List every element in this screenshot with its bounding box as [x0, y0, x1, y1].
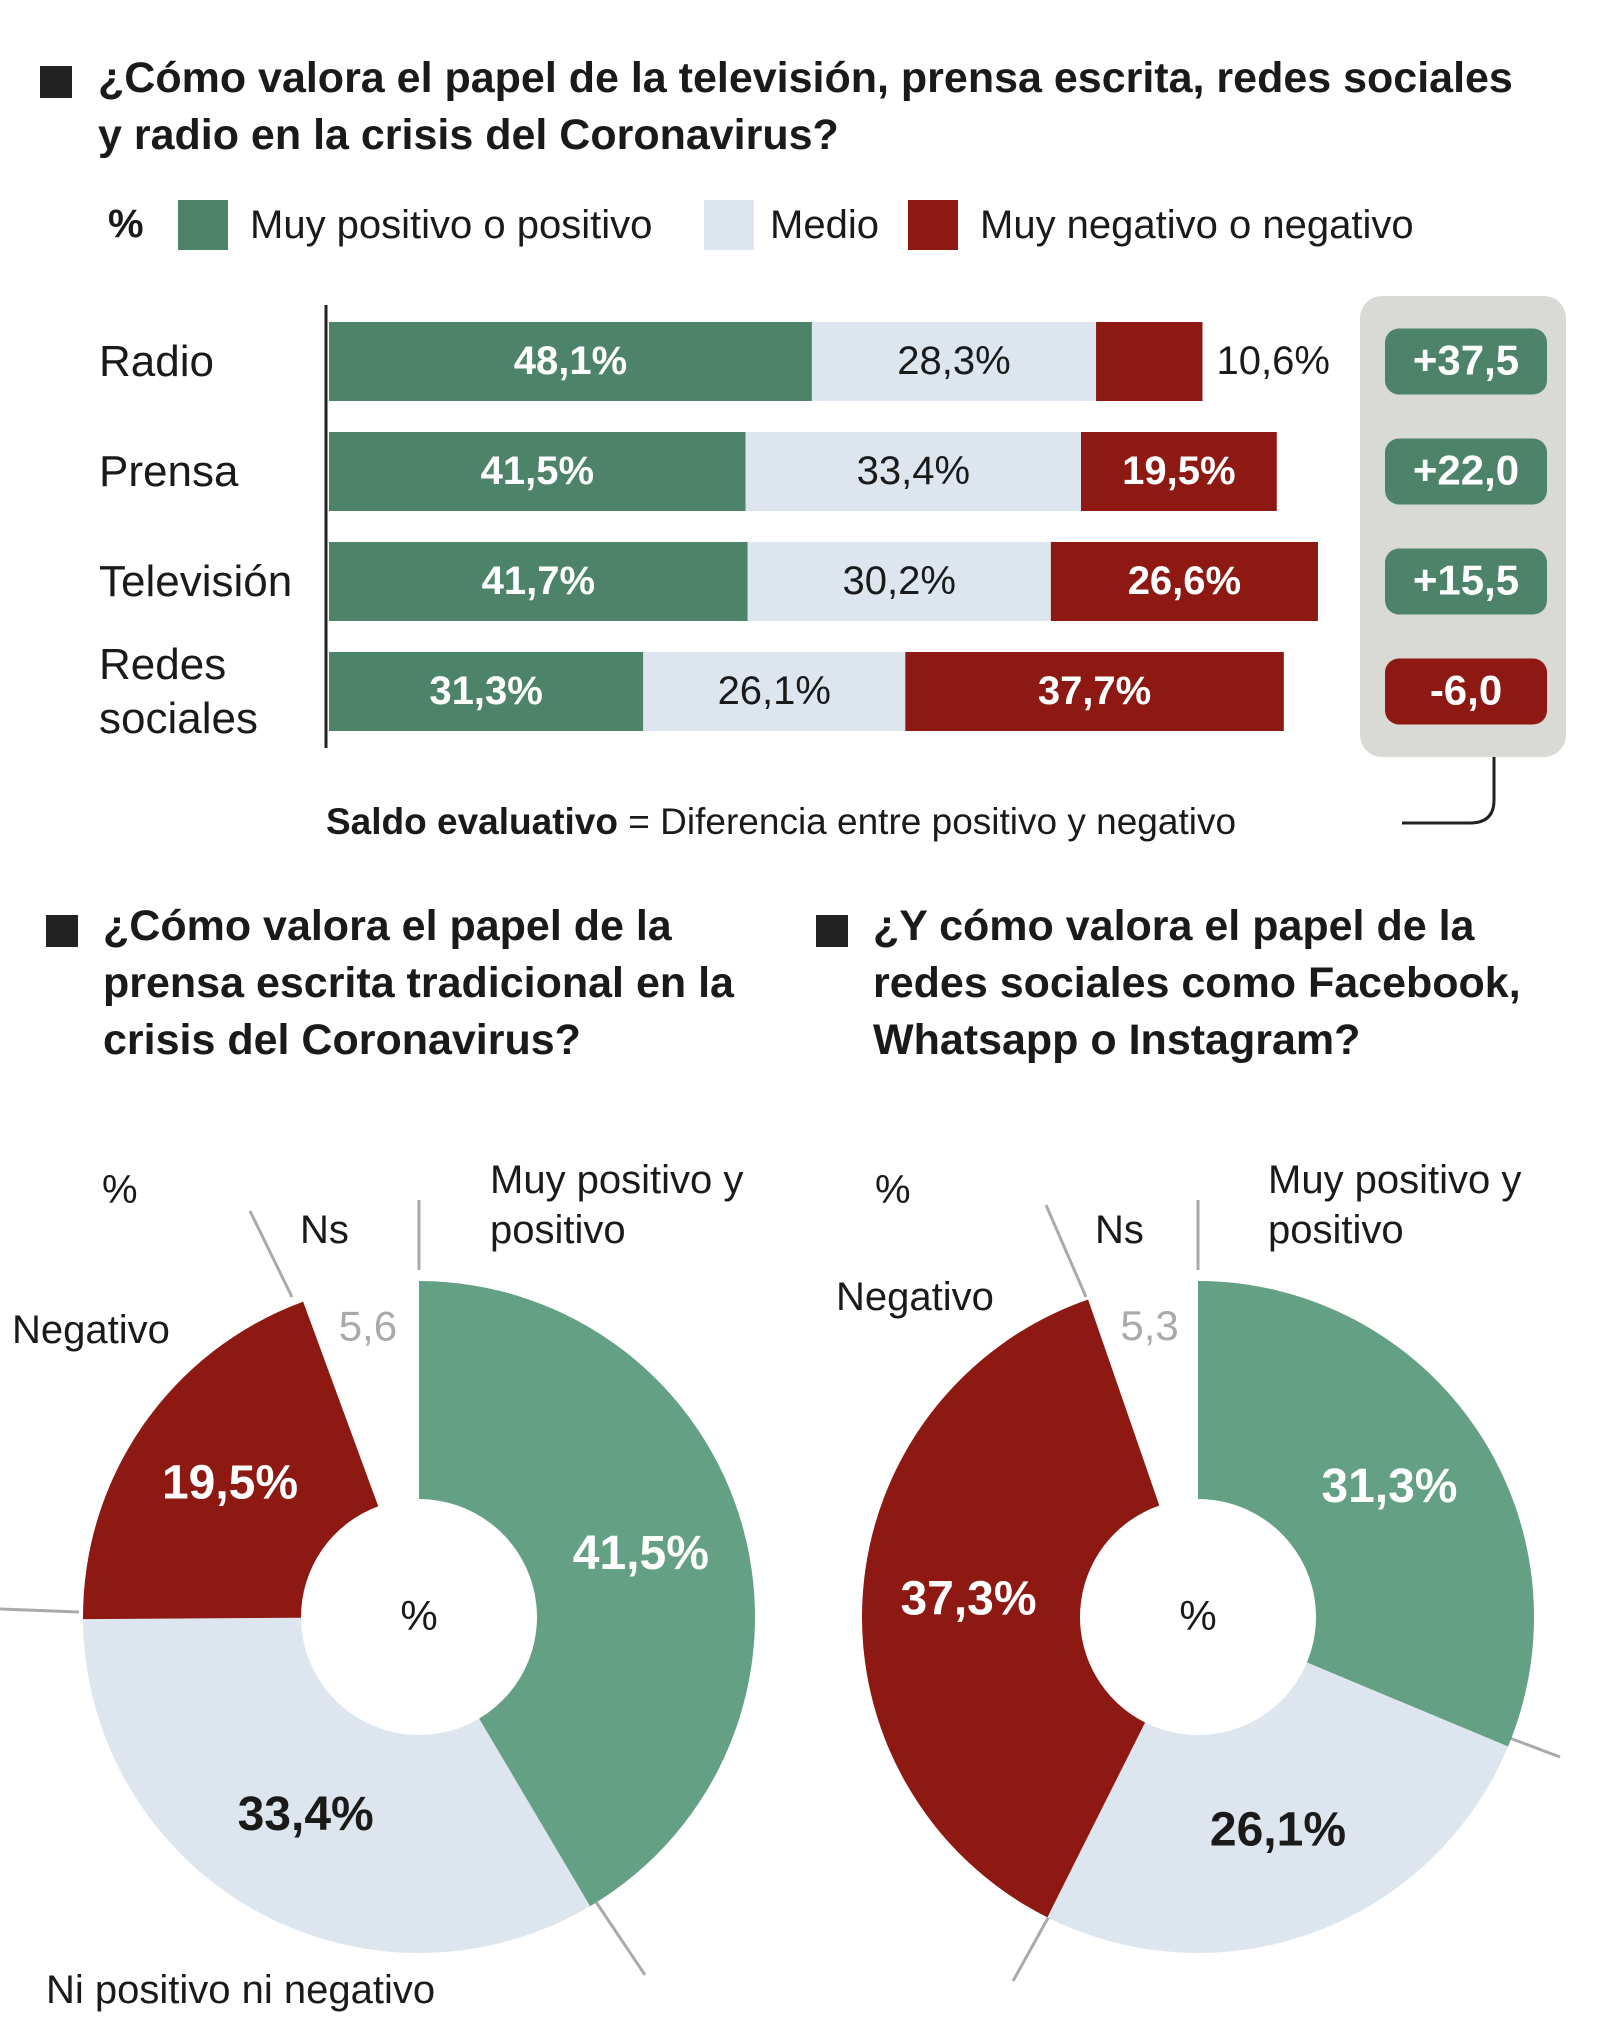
bar-value-label: 28,3%	[897, 339, 1010, 383]
donut-segment	[1047, 1662, 1509, 1954]
bar-segment	[643, 652, 906, 731]
donut-segment	[83, 1617, 591, 1953]
bar-segment	[1080, 432, 1277, 511]
donut-value-label: 31,3%	[1321, 1460, 1457, 1513]
leader-lines	[0, 1200, 1561, 1982]
bar-value-label: 41,7%	[482, 559, 595, 603]
donut-segment	[303, 1281, 419, 1507]
category-label: Muy positivo y positivo	[1268, 1158, 1522, 1252]
bar-segment	[745, 432, 1081, 511]
donut-segment	[82, 1301, 379, 1620]
legend-label: Muy negativo o negativo	[980, 203, 1414, 247]
unit-label: %	[102, 1168, 138, 1212]
chart-title: ¿Y cómo valora el papel de la redes soci…	[873, 902, 1521, 1064]
unit-label: %	[875, 1168, 911, 1212]
bar-segment	[747, 542, 1051, 621]
bar-segment	[329, 542, 748, 621]
category-label: Ns	[300, 1208, 349, 1252]
bar-segment	[905, 652, 1284, 731]
balance-label: +37,5	[1413, 337, 1519, 384]
chart-title: ¿Cómo valora el papel de la prensa escri…	[103, 902, 734, 1064]
donut-segment	[862, 1299, 1160, 1918]
donut-value-label: 37,3%	[900, 1573, 1036, 1626]
category-label: Muy positivo y positivo	[490, 1158, 744, 1252]
title-marker	[816, 915, 848, 947]
balance-pill	[1385, 328, 1547, 395]
bar-segment	[329, 432, 746, 511]
legend-swatch	[908, 200, 958, 250]
balance-pill	[1385, 438, 1547, 505]
category-label: Ni positivo ni negativo	[46, 1968, 436, 2012]
balance-label: +15,5	[1413, 557, 1519, 604]
balance-label: +22,0	[1413, 447, 1519, 494]
title-marker	[40, 66, 72, 98]
bar-value-label: 26,1%	[718, 669, 831, 713]
bar-value-label: 31,3%	[429, 669, 542, 713]
bar-segment	[1050, 542, 1318, 621]
balance-bracket	[1402, 757, 1496, 825]
donut-value-label: 26,1%	[1210, 1803, 1346, 1856]
chart-title: ¿Cómo valora el papel de la televisión, …	[98, 54, 1513, 159]
balance-label: -6,0	[1430, 667, 1502, 714]
bar-value-label: 37,7%	[1038, 669, 1151, 713]
category-label: Radio	[99, 336, 214, 386]
category-label: Redes sociales	[99, 639, 258, 743]
balance-description: = Diferencia entre positivo y negativo	[628, 801, 1237, 842]
unit-label: %	[108, 202, 144, 246]
legend-swatch	[704, 200, 754, 250]
category-label: Ns	[1095, 1208, 1144, 1252]
bar-value-label: 10,6%	[1216, 339, 1329, 383]
category-label: Prensa	[99, 446, 239, 496]
balance-pill	[1385, 658, 1547, 725]
bar-value-label: 30,2%	[843, 559, 956, 603]
donut-value-label: 41,5%	[573, 1527, 709, 1580]
category-label: Negativo	[836, 1275, 994, 1319]
donut-value-label: 5,6	[339, 1303, 397, 1350]
bar-value-label: 33,4%	[857, 449, 970, 493]
balance-title: Saldo evaluativo	[326, 801, 618, 842]
bar-value-label: 26,6%	[1128, 559, 1241, 603]
bar-value-label: 48,1%	[514, 339, 627, 383]
donut-value-label: 19,5%	[162, 1457, 298, 1510]
category-label: Televisión	[99, 556, 293, 606]
donut-segment	[1088, 1281, 1198, 1506]
balance-pill	[1385, 548, 1547, 615]
donut-center-unit: %	[1179, 1592, 1216, 1639]
donut-value-label: 33,4%	[238, 1788, 374, 1841]
donut-segment	[419, 1281, 755, 1907]
bar-value-label: 19,5%	[1122, 449, 1235, 493]
category-label: Negativo	[12, 1308, 170, 1352]
bar-segment	[329, 322, 812, 401]
title-marker	[46, 915, 78, 947]
legend-label: Muy positivo o positivo	[250, 203, 653, 247]
balance-note: Saldo evaluativo = Diferencia entre posi…	[326, 797, 1236, 847]
legend-label: Medio	[770, 203, 879, 247]
bar-segment	[1096, 322, 1203, 401]
donut-segment	[1198, 1281, 1535, 1747]
bar-segment	[811, 322, 1097, 401]
donut-center-unit: %	[400, 1592, 437, 1639]
balance-box	[1360, 296, 1566, 757]
legend-swatch	[178, 200, 228, 250]
bar-value-label: 41,5%	[481, 449, 594, 493]
donut-value-label: 5,3	[1120, 1302, 1178, 1349]
bar-segment	[329, 652, 644, 731]
